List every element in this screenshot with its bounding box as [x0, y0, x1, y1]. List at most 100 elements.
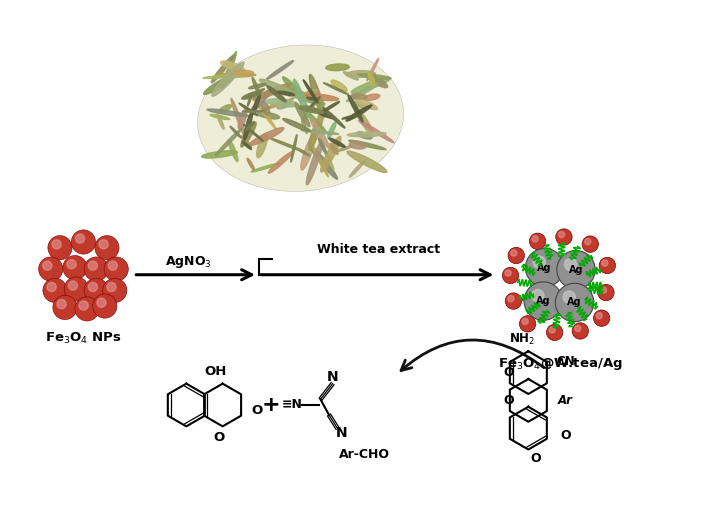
Ellipse shape: [310, 75, 325, 117]
Ellipse shape: [308, 111, 324, 150]
Circle shape: [556, 229, 572, 245]
Ellipse shape: [270, 138, 305, 152]
Ellipse shape: [230, 126, 241, 138]
Ellipse shape: [358, 74, 391, 79]
Ellipse shape: [244, 125, 263, 141]
Ellipse shape: [350, 161, 365, 177]
Text: N: N: [336, 427, 347, 440]
Text: Ar-CHO: Ar-CHO: [339, 448, 390, 461]
Circle shape: [69, 281, 77, 290]
Ellipse shape: [247, 94, 252, 106]
Circle shape: [522, 318, 528, 325]
Circle shape: [72, 230, 96, 254]
Circle shape: [558, 231, 565, 238]
Ellipse shape: [253, 83, 291, 100]
Ellipse shape: [320, 137, 341, 172]
Ellipse shape: [228, 140, 238, 162]
Ellipse shape: [207, 109, 249, 117]
Ellipse shape: [329, 138, 345, 147]
Text: ≡N: ≡N: [282, 399, 302, 412]
Circle shape: [557, 251, 596, 289]
Circle shape: [524, 282, 563, 320]
Circle shape: [95, 235, 119, 260]
Ellipse shape: [300, 106, 326, 132]
Circle shape: [39, 257, 63, 281]
Ellipse shape: [301, 133, 315, 170]
Ellipse shape: [221, 61, 245, 71]
Ellipse shape: [241, 136, 252, 148]
Ellipse shape: [346, 71, 375, 78]
Ellipse shape: [346, 105, 372, 121]
Circle shape: [526, 249, 564, 287]
Circle shape: [97, 298, 106, 307]
Circle shape: [582, 236, 598, 252]
Ellipse shape: [203, 75, 249, 79]
Text: OH: OH: [204, 365, 227, 378]
Ellipse shape: [306, 106, 335, 119]
Ellipse shape: [295, 103, 310, 127]
Ellipse shape: [257, 133, 267, 158]
Circle shape: [52, 240, 61, 249]
Circle shape: [601, 287, 606, 293]
Text: O: O: [560, 429, 571, 442]
Text: NH$_2$: NH$_2$: [509, 332, 535, 348]
Ellipse shape: [294, 79, 309, 116]
Circle shape: [63, 255, 87, 280]
Circle shape: [508, 247, 524, 264]
Ellipse shape: [212, 62, 244, 96]
Ellipse shape: [250, 128, 284, 145]
Circle shape: [505, 270, 511, 276]
Ellipse shape: [305, 94, 338, 101]
Ellipse shape: [354, 106, 374, 137]
Ellipse shape: [215, 73, 256, 77]
Ellipse shape: [347, 151, 387, 172]
Ellipse shape: [310, 118, 330, 148]
Circle shape: [575, 326, 581, 332]
Circle shape: [532, 235, 538, 242]
Ellipse shape: [321, 102, 340, 113]
Ellipse shape: [238, 109, 247, 129]
Ellipse shape: [211, 55, 235, 83]
Ellipse shape: [220, 105, 232, 112]
Ellipse shape: [303, 80, 318, 103]
Ellipse shape: [306, 97, 320, 111]
Circle shape: [529, 233, 546, 250]
Ellipse shape: [348, 95, 363, 122]
Circle shape: [572, 323, 588, 339]
Text: Ag: Ag: [567, 297, 582, 307]
Ellipse shape: [251, 163, 280, 172]
Ellipse shape: [301, 130, 339, 134]
Ellipse shape: [241, 122, 256, 147]
Circle shape: [67, 259, 76, 269]
Text: Ag: Ag: [536, 296, 551, 306]
Circle shape: [598, 284, 614, 301]
Circle shape: [84, 257, 109, 281]
Circle shape: [47, 282, 56, 292]
Ellipse shape: [327, 122, 336, 138]
Ellipse shape: [202, 151, 237, 158]
Circle shape: [596, 313, 602, 319]
Circle shape: [57, 300, 66, 308]
Ellipse shape: [342, 114, 359, 119]
Ellipse shape: [231, 98, 247, 139]
Ellipse shape: [215, 128, 242, 156]
Text: O: O: [504, 394, 514, 407]
Text: O: O: [531, 452, 541, 465]
Ellipse shape: [253, 97, 277, 130]
Ellipse shape: [291, 134, 297, 162]
Text: N: N: [327, 369, 338, 383]
Ellipse shape: [326, 64, 350, 71]
Ellipse shape: [298, 90, 319, 101]
Ellipse shape: [330, 143, 338, 154]
Circle shape: [108, 261, 117, 270]
Ellipse shape: [306, 142, 322, 185]
Ellipse shape: [350, 141, 366, 149]
Circle shape: [519, 316, 536, 332]
Ellipse shape: [357, 132, 372, 139]
Ellipse shape: [351, 94, 367, 99]
Circle shape: [564, 258, 577, 270]
Circle shape: [103, 278, 127, 303]
Circle shape: [533, 256, 546, 268]
Ellipse shape: [298, 106, 323, 114]
Circle shape: [508, 295, 514, 302]
